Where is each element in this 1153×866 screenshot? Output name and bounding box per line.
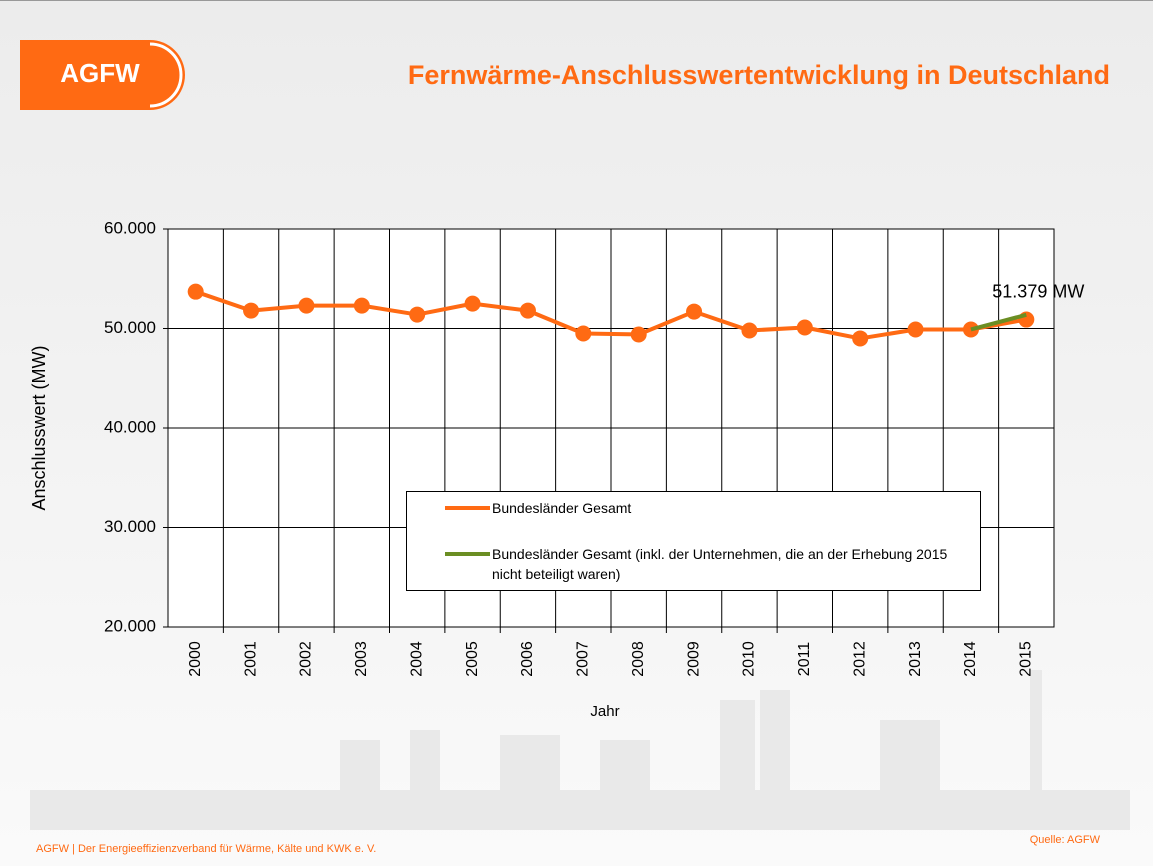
x-tick-label: 2003 xyxy=(353,641,370,677)
point-marker xyxy=(907,321,924,338)
point-marker xyxy=(409,306,426,323)
legend-swatch xyxy=(445,506,490,510)
plot-frame xyxy=(167,228,1055,628)
point-marker xyxy=(575,325,592,342)
x-tick-label: 2014 xyxy=(962,641,979,677)
point-marker xyxy=(464,295,481,312)
logo-badge xyxy=(20,40,185,110)
point-marker xyxy=(852,330,869,347)
y-tick-label: 60.000 xyxy=(104,218,156,237)
logo: AGFW xyxy=(60,58,140,88)
x-tick-label: 2006 xyxy=(519,641,536,677)
point-marker xyxy=(796,319,813,336)
point-marker xyxy=(741,322,758,339)
legend-entry: Bundesländer Gesamt (inkl. der Unternehm… xyxy=(492,546,948,582)
legend: Bundesländer Gesamt Bundesländer Gesamt … xyxy=(406,491,981,591)
y-tick-label: 40.000 xyxy=(104,417,156,436)
point-marker xyxy=(630,326,647,343)
x-tick-label: 2004 xyxy=(408,641,425,677)
point-marker xyxy=(1018,311,1035,328)
x-tick-label: 2012 xyxy=(851,641,868,677)
x-tick-label: 2015 xyxy=(1018,641,1035,677)
point-marker xyxy=(519,302,536,319)
logo-arc xyxy=(149,42,183,108)
x-tick-label: 2007 xyxy=(575,641,592,677)
y-axis-label: Anschlusswert (MW) xyxy=(29,345,49,510)
skyline xyxy=(30,670,1130,830)
x-tick-label: 2005 xyxy=(464,641,481,677)
x-tick-label: 2013 xyxy=(907,641,924,677)
x-tick-label: 2002 xyxy=(298,641,315,677)
footer: AGFW | Der Energieeffizienzverband für W… xyxy=(36,843,376,855)
y-tick-label: 50.000 xyxy=(104,318,156,337)
series-line xyxy=(970,312,1027,332)
x-tick-label: 2010 xyxy=(741,641,758,677)
y-tick-label: 30.000 xyxy=(104,517,156,536)
point-marker xyxy=(298,297,315,314)
source: Quelle: AGFW xyxy=(1030,834,1101,846)
chart-title: Fernwärme-Anschlusswertentwicklung in De… xyxy=(408,60,1110,90)
data-label: 51.379 MW xyxy=(992,282,1084,302)
legend-entry: Bundesländer Gesamt xyxy=(492,500,632,516)
point-marker xyxy=(353,297,370,314)
series-line xyxy=(195,289,1027,341)
point-marker xyxy=(243,302,260,319)
x-tick-label: 2008 xyxy=(630,641,647,677)
x-tick-label: 2000 xyxy=(187,641,204,677)
legend-swatch xyxy=(445,552,490,556)
x-tick-label: 2009 xyxy=(685,641,702,677)
x-tick-label: 2011 xyxy=(796,642,813,677)
y-tick-label: 20.000 xyxy=(104,616,156,635)
point-marker xyxy=(187,283,204,300)
x-tick-label: 2001 xyxy=(242,641,259,677)
point-marker xyxy=(686,303,703,320)
x-axis-label: Jahr xyxy=(590,703,619,720)
